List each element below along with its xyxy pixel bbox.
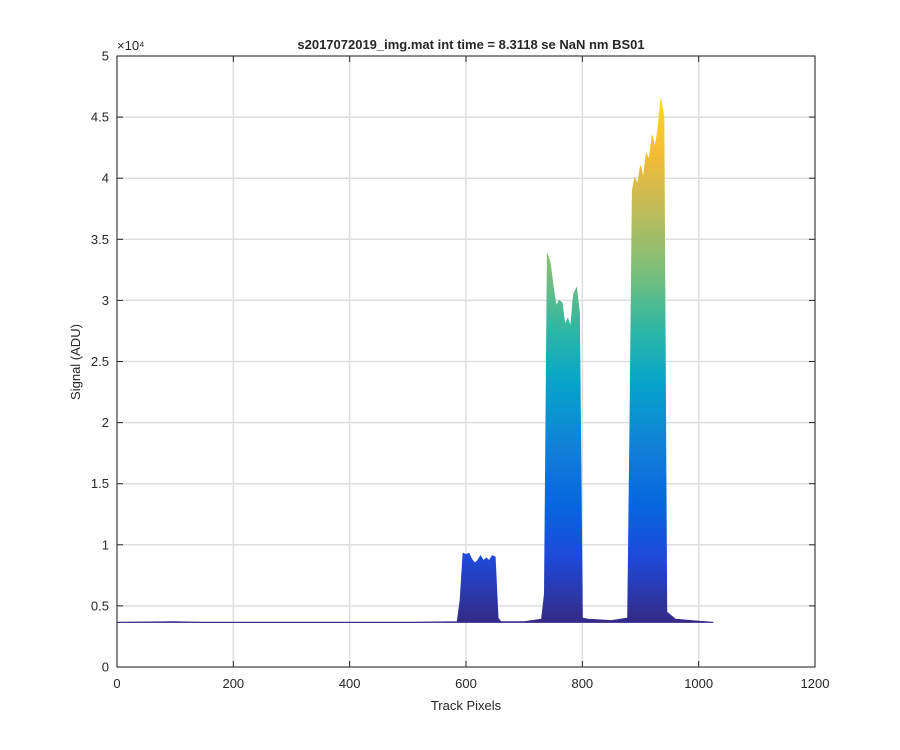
- x-axis-title: Track Pixels: [431, 698, 502, 713]
- y-tick-label: 3.5: [91, 232, 109, 247]
- x-tick-label: 800: [571, 676, 593, 691]
- x-tick-labels: 0 200 400 600 800 1000 1200: [113, 676, 829, 691]
- y-tick-label: 1: [102, 537, 109, 552]
- x-tick-label: 0: [113, 676, 120, 691]
- y-tick-label: 5: [102, 49, 109, 64]
- y-tick-labels: 0 0.5 1 1.5 2 2.5 3 3.5 4 4.5 5: [91, 49, 109, 675]
- y-axis-title: Signal (ADU): [68, 324, 83, 400]
- chart-title: s2017072019_img.mat int time = 8.3118 se…: [297, 37, 644, 52]
- y-tick-label: 0: [102, 660, 109, 675]
- x-tick-label: 200: [222, 676, 244, 691]
- signal-area: [117, 98, 714, 623]
- y-tick-label: 4.5: [91, 110, 109, 125]
- y-tick-label: 1.5: [91, 476, 109, 491]
- series-layer: [116, 98, 714, 623]
- y-tick-label: 2: [102, 415, 109, 430]
- y-tick-label: 4: [102, 171, 109, 186]
- y-tick-label: 3: [102, 293, 109, 308]
- x-tick-label: 1200: [801, 676, 830, 691]
- x-tick-label: 1000: [684, 676, 713, 691]
- signal-line: [116, 98, 714, 623]
- x-tick-label: 400: [339, 676, 361, 691]
- y-exponent-label: ×10⁴: [117, 38, 145, 53]
- tick-marks: [116, 55, 816, 668]
- y-tick-label: 0.5: [91, 598, 109, 613]
- y-tick-label: 2.5: [91, 354, 109, 369]
- x-tick-label: 600: [455, 676, 477, 691]
